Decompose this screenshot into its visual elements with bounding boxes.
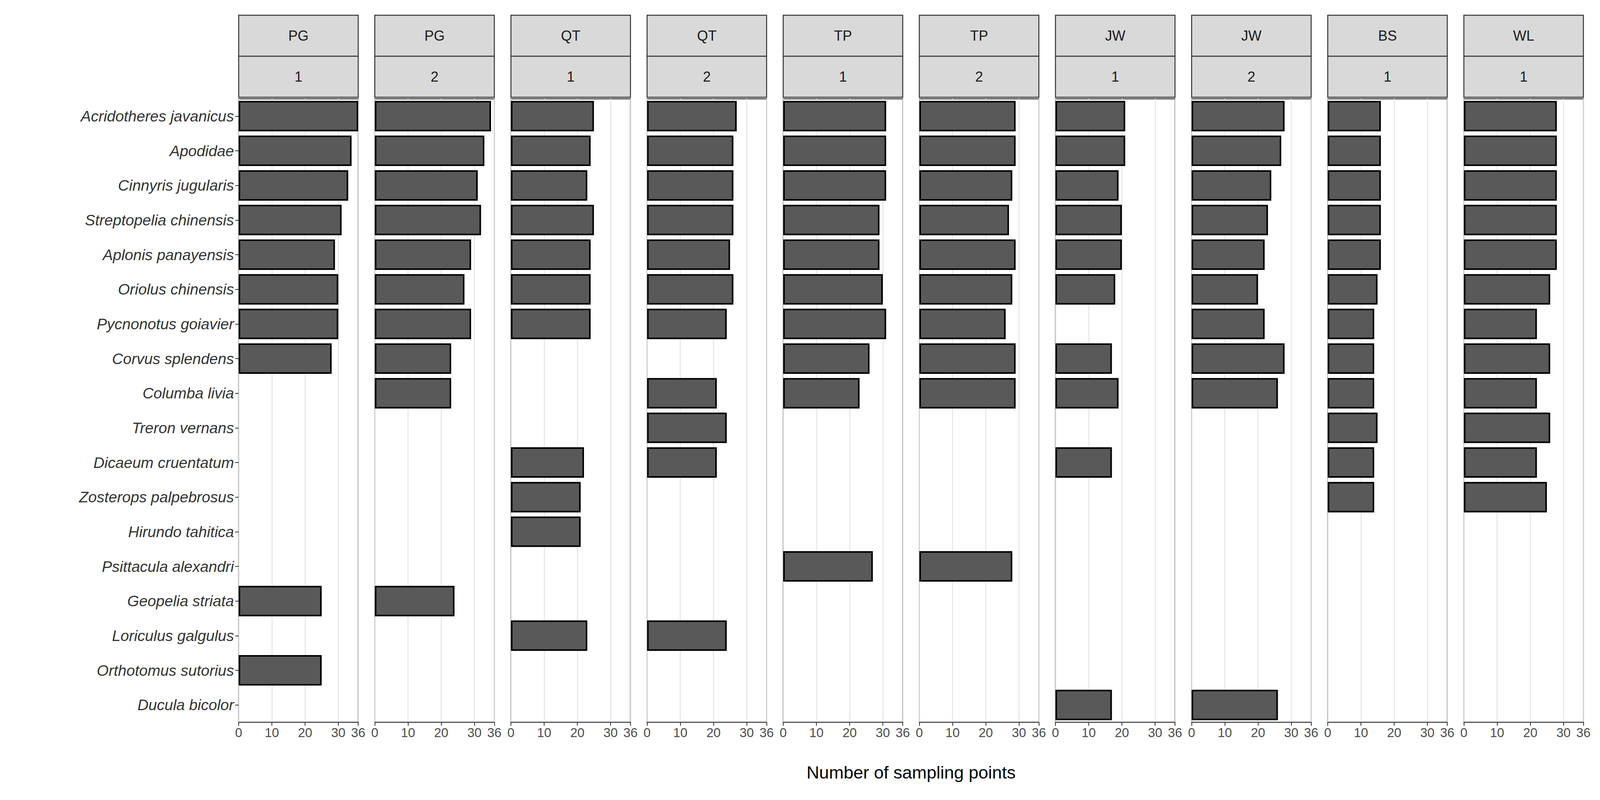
svg-text:36: 36 [1576,725,1591,740]
svg-text:0: 0 [1460,725,1468,740]
svg-text:0: 0 [779,725,787,740]
svg-text:20: 20 [842,725,858,740]
svg-text:30: 30 [331,725,346,740]
svg-text:TP: TP [833,27,852,44]
svg-text:1: 1 [1519,68,1528,85]
svg-text:2: 2 [1247,68,1256,85]
svg-text:10: 10 [673,725,688,740]
svg-text:0: 0 [235,725,243,740]
svg-text:20: 20 [1523,725,1538,740]
svg-text:20: 20 [706,725,721,740]
svg-text:Pycnonotus goiavier: Pycnonotus goiavier [96,315,235,333]
svg-text:PG: PG [288,27,309,44]
svg-text:20: 20 [1387,725,1402,740]
svg-text:20: 20 [1250,725,1266,740]
svg-text:Oriolus chinensis: Oriolus chinensis [117,280,234,298]
svg-text:Treron vernans: Treron vernans [131,419,234,437]
svg-text:Ducula bicolor: Ducula bicolor [137,696,235,714]
svg-text:Acridotheres javanicus: Acridotheres javanicus [80,107,234,125]
svg-text:36: 36 [623,725,638,740]
svg-text:2: 2 [702,68,711,85]
svg-text:2: 2 [975,68,983,85]
svg-text:Corvus splendens: Corvus splendens [112,350,234,368]
svg-text:30: 30 [1011,725,1027,740]
svg-text:30: 30 [1148,725,1163,740]
svg-text:20: 20 [978,725,993,740]
svg-text:0: 0 [1187,725,1195,740]
svg-text:Psittacula alexandri: Psittacula alexandri [101,558,235,575]
svg-text:QT: QT [697,27,717,44]
svg-text:10: 10 [1217,725,1233,740]
svg-text:30: 30 [739,725,754,740]
svg-text:JW: JW [1241,27,1262,44]
svg-text:36: 36 [1303,725,1319,740]
svg-text:JW: JW [1105,27,1126,44]
svg-text:30: 30 [1283,725,1299,740]
svg-text:10: 10 [809,725,824,740]
svg-text:Apodidae: Apodidae [168,142,234,160]
svg-text:36: 36 [487,725,502,740]
svg-text:BS: BS [1378,27,1397,44]
svg-text:36: 36 [1031,725,1047,740]
svg-text:10: 10 [537,725,552,740]
svg-text:36: 36 [759,725,774,740]
svg-text:Zosterops palpebrosus: Zosterops palpebrosus [78,488,234,506]
svg-text:36: 36 [1440,725,1455,740]
svg-text:10: 10 [264,725,280,740]
svg-text:10: 10 [400,725,416,740]
svg-text:20: 20 [570,725,585,740]
svg-text:1: 1 [566,68,575,85]
svg-text:1: 1 [1111,68,1120,85]
svg-text:TP: TP [969,27,988,44]
svg-text:30: 30 [1420,725,1435,740]
svg-text:10: 10 [1081,725,1097,740]
svg-text:0: 0 [915,725,923,740]
svg-text:QT: QT [560,27,581,44]
svg-text:Hirundo tahitica: Hirundo tahitica [128,523,234,541]
svg-text:Columba livia: Columba livia [142,384,234,402]
svg-text:Cinnyris jugularis: Cinnyris jugularis [117,176,234,194]
svg-text:30: 30 [467,725,482,740]
svg-text:0: 0 [1051,725,1059,740]
svg-text:30: 30 [875,725,891,740]
svg-text:10: 10 [1353,725,1369,740]
svg-text:WL: WL [1513,27,1535,44]
svg-text:2: 2 [430,68,439,85]
svg-text:1: 1 [1383,68,1392,85]
svg-text:Streptopelia chinensis: Streptopelia chinensis [84,211,234,229]
svg-text:30: 30 [603,725,618,740]
svg-text:20: 20 [1114,725,1130,740]
svg-text:Geopelia striata: Geopelia striata [127,592,234,610]
svg-text:Number of sampling points: Number of sampling points [806,762,1016,783]
svg-text:0: 0 [643,725,651,740]
svg-text:0: 0 [507,725,515,740]
svg-text:36: 36 [895,725,911,740]
svg-text:36: 36 [351,725,366,740]
svg-text:10: 10 [945,725,960,740]
svg-text:0: 0 [371,725,379,740]
svg-text:20: 20 [298,725,313,740]
svg-text:1: 1 [839,68,847,85]
svg-text:Dicaeum cruentatum: Dicaeum cruentatum [93,454,234,472]
svg-text:Aplonis panayensis: Aplonis panayensis [101,246,234,264]
svg-text:30: 30 [1556,725,1571,740]
svg-text:Orthotomus sutorius: Orthotomus sutorius [96,662,234,679]
svg-text:PG: PG [424,27,445,44]
svg-text:36: 36 [1167,725,1183,740]
svg-text:20: 20 [433,725,449,740]
svg-text:0: 0 [1324,725,1332,740]
svg-text:10: 10 [1489,725,1505,740]
svg-text:Loriculus galgulus: Loriculus galgulus [112,627,234,645]
svg-text:1: 1 [294,68,303,85]
